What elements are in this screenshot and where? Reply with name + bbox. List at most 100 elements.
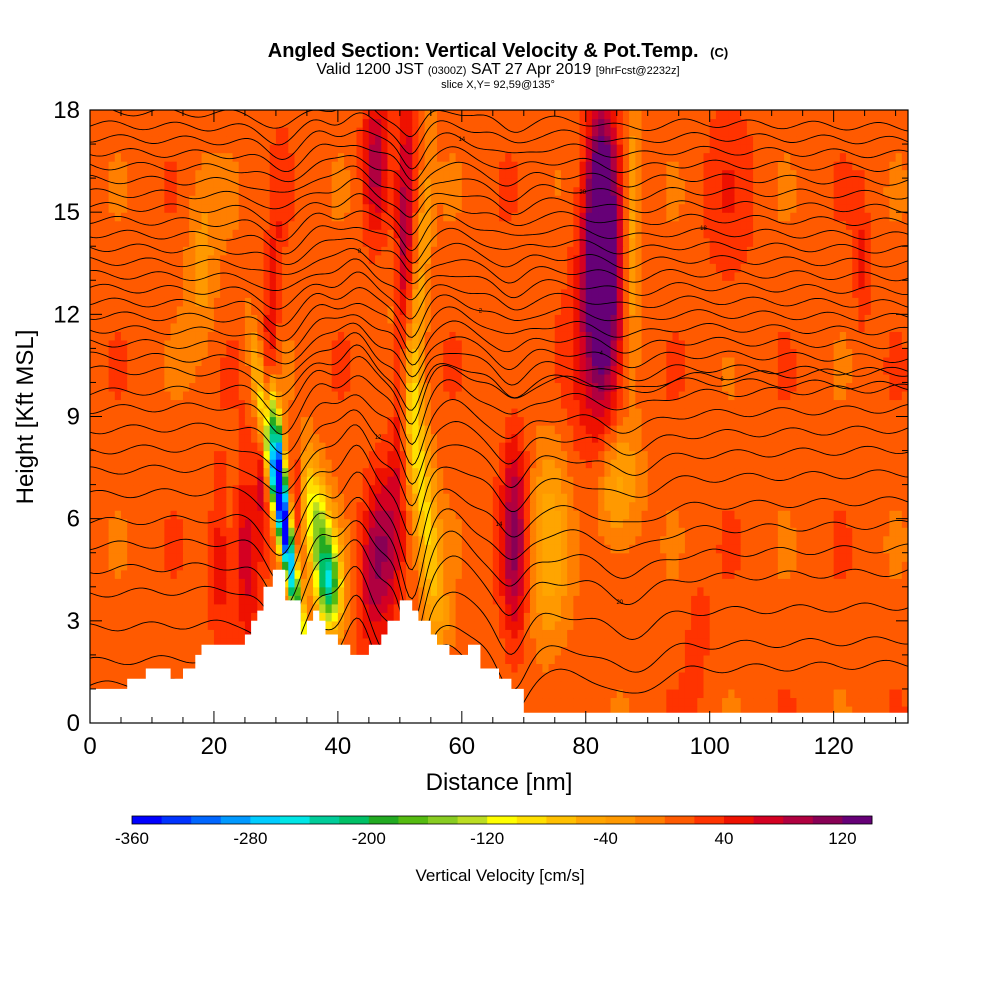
velocity-cell (461, 467, 469, 477)
velocity-cell (288, 450, 296, 460)
velocity-cell (158, 425, 165, 435)
velocity-cell (517, 663, 525, 673)
velocity-cell (715, 637, 723, 647)
velocity-cell (313, 544, 320, 554)
velocity-cell (120, 612, 128, 622)
velocity-cell (901, 450, 908, 460)
velocity-cell (120, 595, 128, 605)
velocity-cell (734, 586, 742, 596)
velocity-cell (492, 476, 500, 486)
velocity-cell (492, 407, 500, 418)
velocity-cell (703, 544, 711, 554)
velocity-cell (740, 425, 748, 435)
velocity-cell (523, 697, 531, 707)
velocity-cell (300, 425, 308, 435)
velocity-cell (777, 561, 785, 571)
velocity-cell (244, 595, 252, 605)
velocity-cell (127, 459, 134, 469)
velocity-cell (579, 493, 587, 503)
velocity-cell (313, 399, 320, 409)
velocity-cell (306, 578, 314, 588)
velocity-cell (182, 637, 190, 647)
velocity-cell (350, 578, 358, 588)
velocity-cell (430, 603, 438, 613)
velocity-cell (864, 569, 872, 579)
velocity-cell (133, 416, 141, 426)
velocity-cell (697, 501, 705, 511)
velocity-cell (158, 510, 165, 520)
velocity-cell (604, 688, 612, 699)
velocity-cell (641, 484, 649, 494)
velocity-cell (846, 467, 853, 477)
velocity-cell (505, 442, 512, 452)
velocity-cell (864, 671, 872, 682)
velocity-cell (740, 501, 748, 511)
velocity-cell (474, 459, 482, 469)
velocity-cell (108, 620, 116, 630)
velocity-cell (238, 544, 246, 554)
velocity-cell (585, 671, 593, 682)
velocity-cell (560, 561, 568, 571)
velocity-cell (802, 671, 810, 682)
velocity-cell (368, 527, 376, 537)
velocity-cell (858, 697, 866, 707)
velocity-cell (455, 399, 463, 409)
velocity-cell (412, 595, 420, 605)
velocity-cell (195, 450, 203, 460)
velocity-cell (350, 416, 358, 426)
velocity-cell (833, 620, 841, 630)
velocity-cell (220, 433, 227, 443)
velocity-cell (511, 612, 519, 622)
velocity-cell (213, 544, 221, 554)
velocity-cell (449, 459, 457, 469)
velocity-cell (294, 595, 302, 605)
velocity-cell (728, 688, 736, 699)
velocity-cell (808, 646, 816, 656)
velocity-cell (827, 425, 835, 435)
velocity-cell (666, 603, 674, 613)
velocity-cell (815, 637, 822, 647)
velocity-cell (877, 637, 884, 647)
velocity-cell (263, 493, 271, 503)
velocity-cell (610, 399, 618, 409)
velocity-cell (802, 459, 810, 469)
velocity-cell (635, 535, 643, 545)
velocity-cell (573, 442, 581, 452)
velocity-cell (666, 544, 674, 554)
velocity-cell (344, 493, 351, 503)
velocity-cell (201, 527, 209, 537)
velocity-cell (635, 629, 643, 639)
velocity-cell (815, 518, 822, 528)
velocity-cell (777, 654, 785, 664)
velocity-cell (877, 459, 884, 469)
velocity-cell (567, 416, 574, 426)
velocity-cell (288, 399, 296, 409)
velocity-cell (784, 535, 791, 545)
velocity-cell (486, 450, 494, 460)
velocity-cell (672, 637, 680, 647)
velocity-cell (573, 450, 581, 460)
velocity-cell (331, 535, 339, 545)
velocity-cell (827, 484, 835, 494)
velocity-cell (895, 450, 903, 460)
velocity-cell (393, 561, 401, 571)
velocity-cell (213, 569, 221, 579)
velocity-cell (282, 586, 289, 596)
velocity-cell (499, 620, 506, 630)
velocity-cell (511, 629, 519, 639)
velocity-cell (641, 637, 649, 647)
velocity-cell (201, 612, 209, 622)
velocity-cell (579, 620, 587, 630)
velocity-cell (691, 620, 698, 630)
velocity-cell (331, 433, 339, 443)
velocity-cell (294, 484, 302, 494)
velocity-cell (536, 620, 543, 630)
velocity-cell (827, 620, 835, 630)
velocity-cell (251, 467, 258, 477)
velocity-cell (715, 578, 723, 588)
velocity-cell (610, 552, 618, 562)
velocity-cell (319, 407, 327, 418)
velocity-cell (430, 552, 438, 562)
velocity-cell (622, 612, 630, 622)
velocity-cell (406, 544, 413, 554)
